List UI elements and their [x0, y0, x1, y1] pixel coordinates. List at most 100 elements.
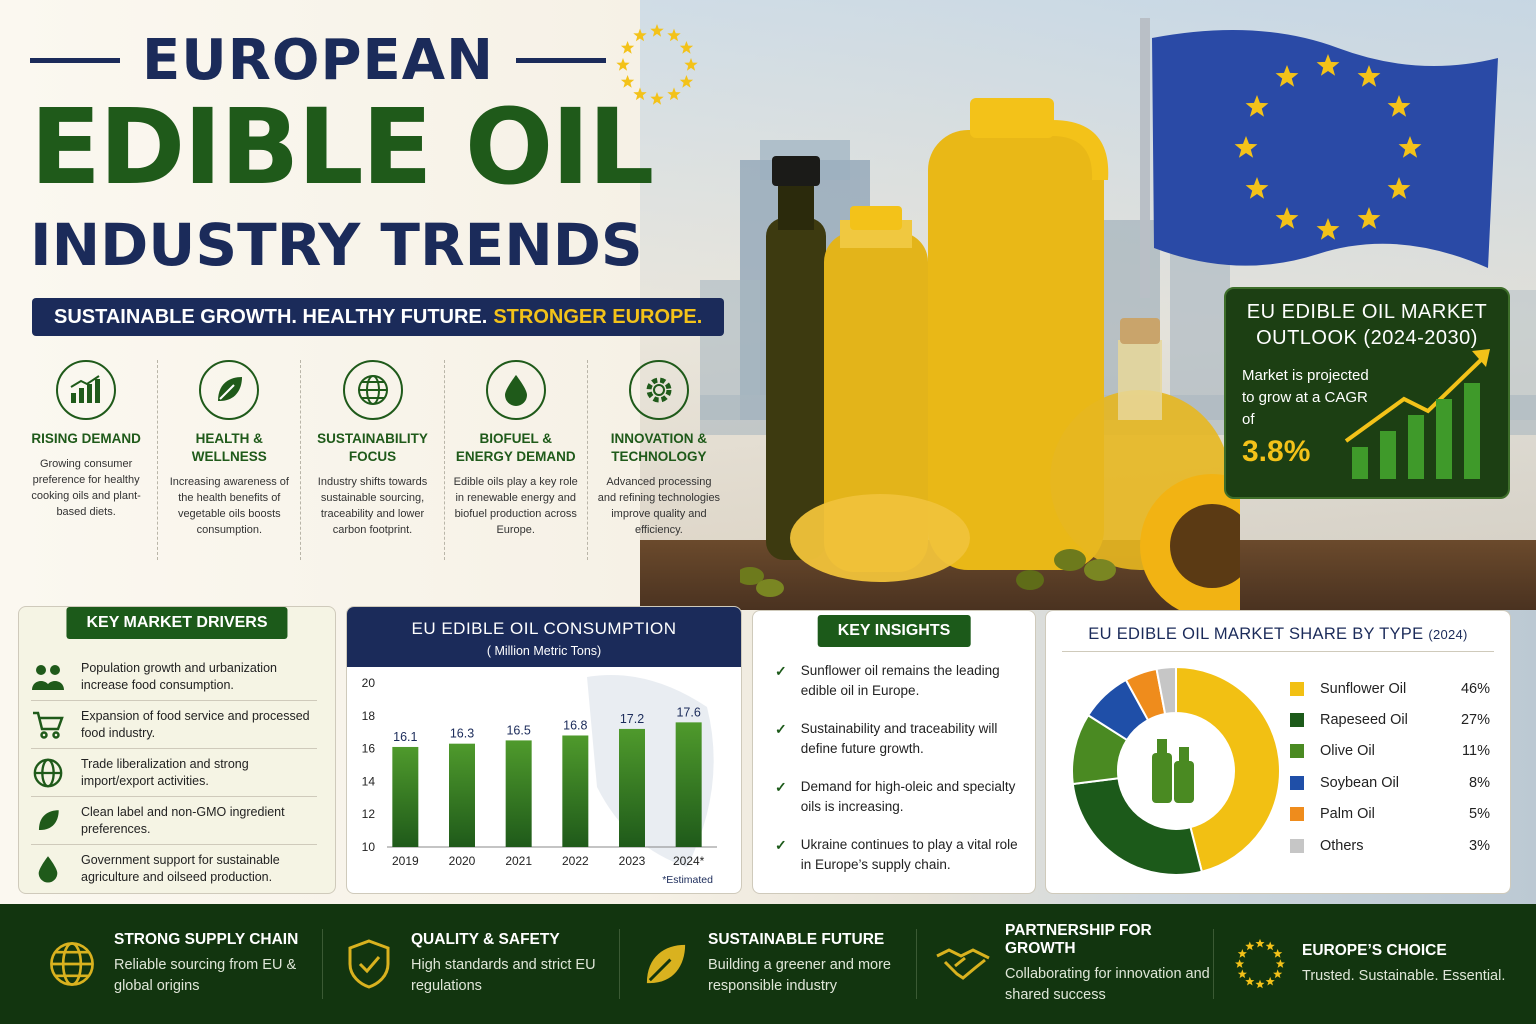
feature-title: SUSTAINABILITY FOCUS	[317, 431, 428, 464]
footer-desc: High standards and strict EU regulations	[411, 957, 596, 994]
gear-icon	[628, 360, 689, 420]
insight-text: Sustainability and traceability will def…	[800, 721, 998, 756]
list-item: Government support for sustainable agric…	[31, 845, 317, 893]
tagline-banner: SUSTAINABLE GROWTH. HEALTHY FUTURE. STRO…	[32, 298, 725, 336]
y-tick-label: 14	[362, 774, 376, 788]
driver-text: Expansion of food service and processed …	[81, 708, 310, 740]
star-icon	[1273, 969, 1283, 979]
growth-bar	[1380, 431, 1396, 479]
rising-chart-icon	[56, 360, 117, 420]
star-icon	[620, 41, 635, 54]
bar-value-label: 17.6	[676, 705, 700, 719]
share-year: (2024)	[1428, 627, 1468, 642]
footer-item-quality: QUALITY & SAFETY High standards and stric…	[323, 929, 620, 999]
legend-swatch	[1290, 744, 1304, 759]
legend-item: Sunflower Oil 46%	[1290, 673, 1490, 704]
star-icon	[1237, 969, 1247, 979]
x-tick-label: 2022	[562, 854, 589, 868]
bar-value-label: 16.8	[563, 718, 587, 732]
star-icon	[1255, 979, 1265, 989]
legend-value: 11%	[1462, 743, 1490, 760]
x-tick-label: 2020	[449, 854, 476, 868]
legend-swatch	[1290, 775, 1304, 790]
share-title-text: EU EDIBLE OIL MARKET SHARE BY TYPE	[1088, 625, 1424, 643]
footer-title: PARTNERSHIP FOR GROWTH	[1005, 922, 1152, 957]
footer-title: EUROPE’S CHOICE	[1302, 941, 1447, 959]
legend-value: 3%	[1469, 837, 1490, 854]
star-icon	[1273, 949, 1283, 958]
feature-biofuel: BIOFUEL & ENERGY DEMAND Edible oils play…	[445, 360, 588, 560]
flag-star-icon	[1316, 54, 1340, 76]
drivers-list: Population growth and urbanization incre…	[31, 653, 317, 893]
y-tick-label: 10	[362, 840, 376, 854]
title-top: EUROPEAN	[142, 28, 494, 93]
title-top-row: EUROPEAN	[30, 28, 670, 93]
growth-bar	[1436, 399, 1452, 479]
legend-label: Rapeseed Oil	[1320, 712, 1408, 729]
driver-text: Population growth and urbanization incre…	[81, 660, 277, 692]
feature-row: RISING DEMAND Growing consumer preferenc…	[15, 360, 730, 560]
tagline-main: SUSTAINABLE GROWTH. HEALTHY FUTURE.	[54, 305, 488, 328]
growth-bar	[1464, 383, 1480, 479]
x-tick-label: 2023	[619, 854, 646, 868]
consumption-chart-panel: EU EDIBLE OIL CONSUMPTION ( Million Metr…	[346, 606, 742, 894]
feature-health-wellness: HEALTH & WELLNESS Increasing awareness o…	[158, 360, 302, 560]
cart-icon	[31, 708, 65, 742]
bar-value-label: 16.1	[393, 730, 417, 744]
driver-text: Clean label and non-GMO ingredient prefe…	[81, 804, 285, 836]
feature-innovation: INNOVATION & TECHNOLOGY Advanced process…	[588, 360, 730, 560]
star-icon	[1245, 976, 1255, 986]
star-icon	[650, 92, 664, 105]
legend-item: Rapeseed Oil 27%	[1290, 704, 1490, 735]
y-tick-label: 18	[362, 709, 376, 723]
drop-icon	[31, 852, 65, 886]
legend-swatch	[1290, 713, 1304, 728]
star-icon	[679, 41, 694, 54]
donut-slice	[1071, 777, 1204, 876]
x-tick-label: 2019	[392, 854, 419, 868]
flag-star-icon	[1275, 207, 1299, 229]
donut-slice	[1155, 665, 1177, 716]
feature-desc: Edible oils play a key role in renewable…	[453, 476, 578, 536]
list-item: Trade liberalization and strong import/e…	[31, 749, 317, 797]
feature-title: BIOFUEL & ENERGY DEMAND	[455, 431, 576, 464]
bar-value-label: 16.5	[506, 723, 530, 737]
list-item: Clean label and non-GMO ingredient prefe…	[31, 797, 317, 845]
feature-rising-demand: RISING DEMAND Growing consumer preferenc…	[15, 360, 159, 560]
market-share-panel: EU EDIBLE OIL MARKET SHARE BY TYPE (2024…	[1045, 610, 1511, 894]
key-market-drivers-panel: KEY MARKET DRIVERS Population growth and…	[18, 606, 336, 894]
globe-icon	[44, 936, 100, 992]
flag-star-icon	[1387, 177, 1411, 199]
legend-item: Palm Oil 5%	[1290, 799, 1490, 830]
feature-sustainability: SUSTAINABILITY FOCUS Industry shifts tow…	[301, 360, 445, 560]
list-item: Expansion of food service and processed …	[31, 701, 317, 749]
leaf-icon	[638, 936, 694, 992]
key-insights-panel: KEY INSIGHTS ✓ Sunflower oil remains the …	[752, 610, 1036, 894]
legend-label: Olive Oil	[1320, 743, 1375, 760]
legend-label: Soybean Oil	[1320, 774, 1399, 791]
star-icon	[1235, 959, 1245, 968]
insight-text: Sunflower oil remains the leading edible…	[800, 663, 1000, 698]
bar-value-label: 16.3	[450, 727, 474, 741]
leaf-icon	[199, 360, 260, 420]
legend-value: 27%	[1460, 712, 1490, 729]
growth-chart-icon	[1344, 349, 1490, 479]
insight-text: Ukraine continues to play a vital role i…	[800, 837, 1018, 872]
legend-value: 46%	[1460, 680, 1490, 697]
footer-item-partnership: PARTNERSHIP FOR GROWTH Collaborating for …	[917, 922, 1214, 1003]
y-tick-label: 16	[362, 742, 376, 756]
footer-item-europes-choice: EUROPE’S CHOICE Trusted. Sustainable. Ess…	[1214, 929, 1510, 999]
feature-desc: Growing consumer preference for healthy …	[31, 458, 141, 518]
eu-stars-icon	[616, 24, 698, 105]
list-item: Population growth and urbanization incre…	[31, 653, 317, 701]
divider	[1062, 651, 1494, 652]
check-icon: ✓	[775, 779, 787, 795]
footer-desc: Reliable sourcing from EU & global origi…	[114, 957, 297, 994]
drivers-title: KEY MARKET DRIVERS	[66, 607, 288, 639]
market-outlook-card: EU EDIBLE OIL MARKET OUTLOOK (2024-2030)…	[1224, 287, 1510, 499]
list-item: ✓ Sustainability and traceability will de…	[775, 719, 1021, 759]
legend-item: Others 3%	[1290, 830, 1490, 861]
star-icon	[650, 24, 664, 37]
feature-title: INNOVATION & TECHNOLOGY	[610, 431, 708, 464]
bar	[505, 740, 532, 847]
